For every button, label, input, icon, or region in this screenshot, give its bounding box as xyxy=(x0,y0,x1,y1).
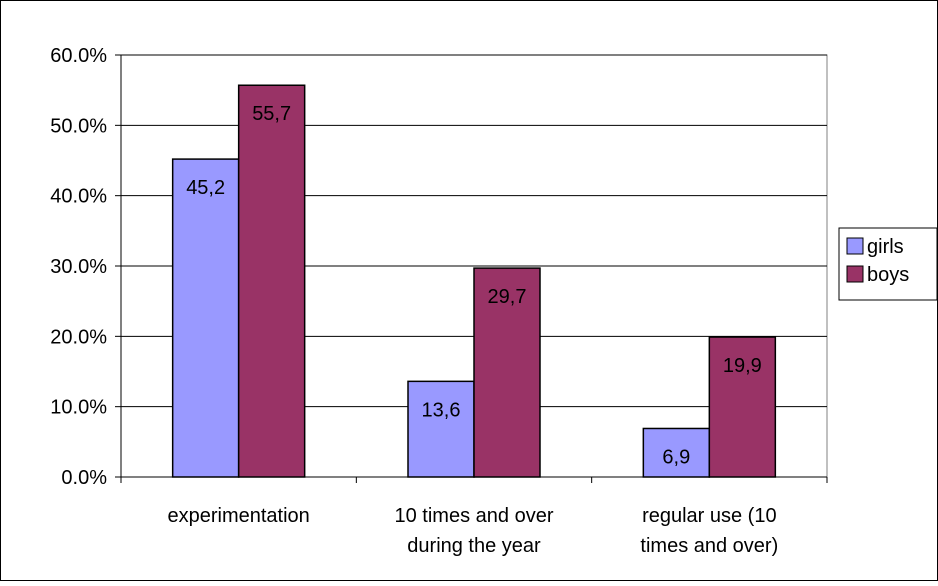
data-label: 55,7 xyxy=(252,103,291,125)
category-label: during the year xyxy=(407,535,541,557)
data-label: 6,9 xyxy=(662,446,690,468)
category-label: 10 times and over xyxy=(395,505,554,527)
y-tick-label: 0.0% xyxy=(61,467,107,489)
bar-girls xyxy=(171,158,240,478)
bar-boys xyxy=(708,336,777,478)
y-tick-label: 10.0% xyxy=(50,397,107,419)
y-tick-label: 60.0% xyxy=(50,45,107,67)
legend-label: girls xyxy=(867,236,904,258)
y-tick-label: 50.0% xyxy=(50,115,107,137)
bar-boys xyxy=(237,84,306,478)
bar-boys xyxy=(473,267,541,478)
bar-girls xyxy=(407,380,475,478)
data-label: 45,2 xyxy=(186,177,225,199)
category-label: regular use (10 xyxy=(642,505,777,527)
data-label: 13,6 xyxy=(422,399,461,421)
y-tick-label: 30.0% xyxy=(50,256,107,278)
legend-swatch-boys xyxy=(846,265,864,283)
data-label: 29,7 xyxy=(488,286,527,308)
legend-swatch-girls xyxy=(846,237,864,255)
bar-girls xyxy=(642,427,711,478)
y-tick-label: 20.0% xyxy=(50,326,107,348)
category-label: times and over) xyxy=(640,535,778,557)
y-tick-label: 40.0% xyxy=(50,186,107,208)
data-label: 19,9 xyxy=(723,355,762,377)
category-label: experimentation xyxy=(168,505,310,527)
legend-label: boys xyxy=(867,264,909,286)
